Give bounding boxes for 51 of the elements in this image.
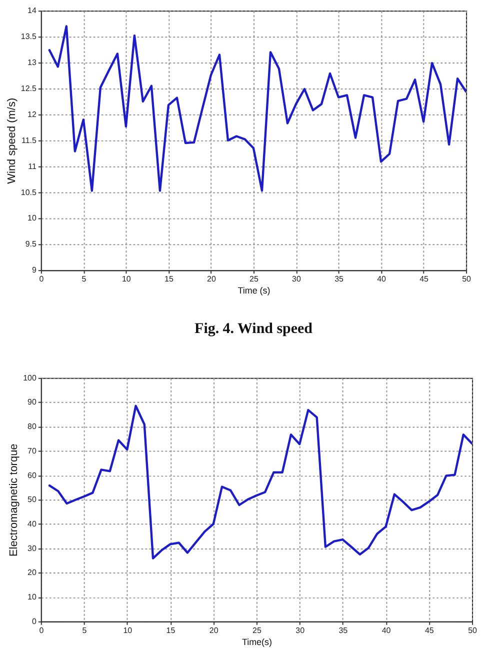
x-tick-label: 35 (334, 274, 344, 284)
x-tick-label: 20 (207, 274, 216, 284)
x-tick-label: 10 (123, 626, 133, 635)
x-axis-title: Time(s) (242, 636, 272, 647)
x-tick-label: 30 (292, 274, 302, 284)
x-tick-label: 15 (166, 626, 176, 635)
x-tick-label: 20 (209, 626, 219, 635)
y-tick-label: 60 (28, 470, 37, 480)
x-tick-label: 50 (462, 274, 472, 284)
y-tick-label: 10 (28, 214, 37, 223)
x-tick-label: 5 (82, 274, 87, 284)
y-tick-label: 13.5 (20, 32, 37, 42)
x-tick-label: 15 (164, 274, 174, 284)
y-tick-label: 13 (28, 58, 37, 68)
y-tick-label: 9.5 (25, 240, 37, 249)
x-tick-label: 10 (122, 274, 132, 284)
y-tick-label: 12.5 (20, 84, 37, 93)
x-tick-label: 0 (39, 626, 44, 635)
y-axis-title: Wind speed (m/s) (6, 98, 18, 184)
y-tick-label: 11 (28, 162, 37, 171)
y-tick-label: 40 (28, 519, 37, 528)
y-tick-label: 9 (32, 266, 37, 275)
y-tick-label: 50 (28, 495, 37, 504)
y-tick-label: 30 (28, 544, 37, 553)
x-tick-label: 0 (39, 274, 44, 284)
x-tick-label: 40 (382, 626, 392, 635)
y-tick-label: 20 (28, 568, 37, 578)
x-tick-label: 40 (377, 274, 387, 284)
x-tick-label: 50 (468, 626, 478, 635)
y-axis-title: Electromagnetic torque (8, 444, 20, 557)
x-tick-label: 35 (338, 626, 348, 635)
x-tick-label: 45 (420, 274, 430, 284)
line-series (48, 25, 466, 192)
line-series (48, 404, 472, 560)
y-tick-label: 10.5 (20, 188, 37, 197)
y-tick-label: 80 (28, 422, 37, 432)
y-tick-label: 12 (28, 110, 37, 119)
x-tick-label: 25 (252, 626, 262, 635)
y-tick-label: 70 (28, 446, 37, 456)
x-axis-title: Time (s) (238, 286, 270, 296)
y-tick-label: 10 (28, 592, 37, 602)
y-tick-label: 14 (28, 6, 37, 16)
y-tick-label: 90 (28, 398, 37, 407)
x-tick-label: 45 (424, 626, 434, 635)
y-tick-label: 11.5 (22, 136, 37, 145)
caption: Fig. 4. Wind speed (194, 320, 314, 337)
y-tick-label: 0 (32, 616, 37, 626)
x-tick-label: 5 (82, 626, 88, 635)
x-tick-label: 25 (250, 274, 259, 284)
y-tick-label: 100 (23, 373, 37, 382)
x-tick-label: 30 (296, 626, 306, 635)
